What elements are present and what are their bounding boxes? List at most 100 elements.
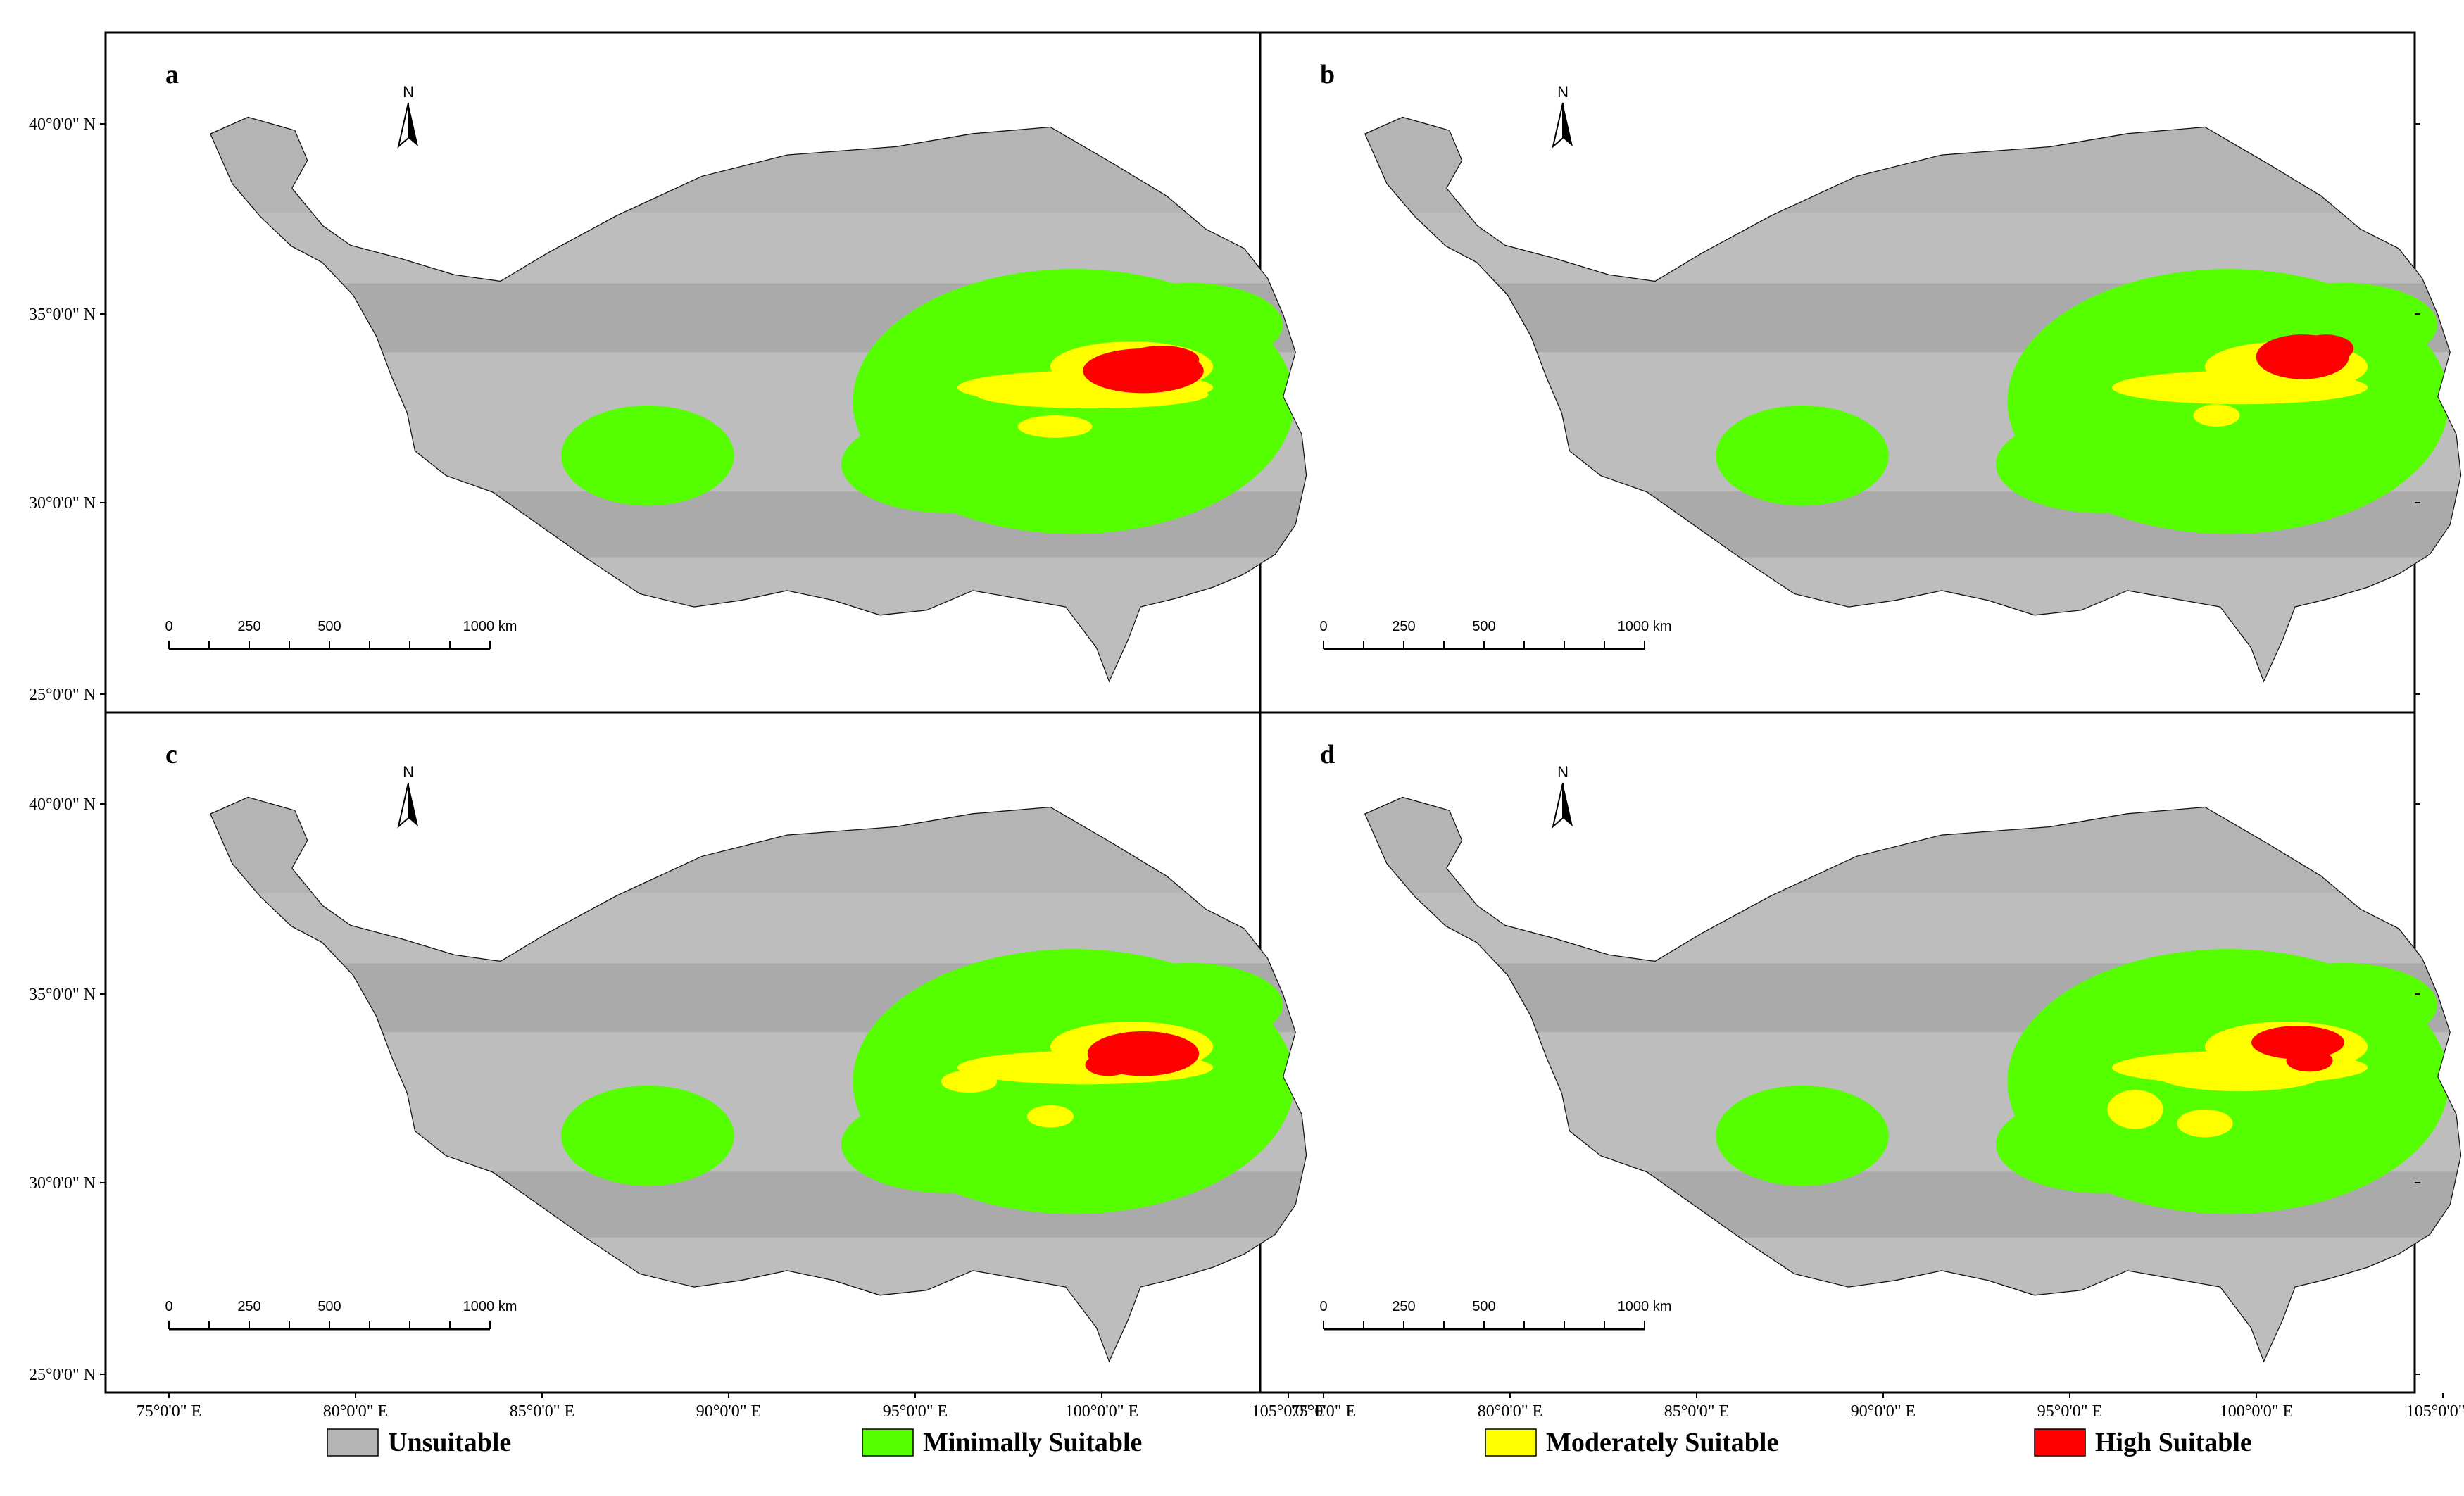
longitude-label: 100°0'0" E — [1065, 1402, 1138, 1421]
map-panel-d: d N 0 250 500 1000 km — [1319, 740, 2462, 1362]
raster-band — [1365, 213, 2461, 284]
scale-bar-label: 250 — [1392, 619, 1415, 634]
scale-bar-label: 1000 km — [463, 1299, 517, 1314]
longitude-label: 105°0'0" E — [1252, 1402, 1325, 1421]
panel-label: b — [1320, 60, 1335, 89]
map-legend: Unsuitable Minimally Suitable Moderately S… — [327, 1428, 2252, 1457]
scale-bar-label: 0 — [165, 619, 172, 634]
north-arrow-icon: N — [397, 83, 418, 149]
longitude-label: 80°0'0" E — [323, 1402, 388, 1421]
legend-item: High Suitable — [2034, 1428, 2252, 1457]
scale-bar-label: 500 — [318, 1299, 341, 1314]
legend-item: Minimally Suitable — [862, 1428, 1142, 1457]
raster-band — [210, 893, 1307, 964]
north-label: N — [403, 83, 414, 101]
suitability-zones — [1716, 269, 2449, 534]
map-panel-b: b N 0 250 500 1000 km — [1319, 60, 2462, 681]
legend-label: High Suitable — [2095, 1428, 2252, 1457]
longitude-label: 90°0'0" E — [1851, 1402, 1916, 1421]
high-suitable-zone — [1124, 346, 1200, 374]
raster-band — [210, 557, 1307, 681]
latitude-label: 25°0'0" N — [29, 686, 96, 704]
raster-band — [1365, 557, 2461, 681]
longitude-label: 80°0'0" E — [1478, 1402, 1542, 1421]
latitude-label: 30°0'0" N — [29, 494, 96, 513]
legend-swatch — [862, 1428, 914, 1457]
latitude-label: 35°0'0" N — [29, 306, 96, 324]
high-suitable-zone — [1085, 1053, 1132, 1076]
legend-swatch — [327, 1428, 379, 1457]
map-panel-c: c N 0 250 500 1000 km — [165, 740, 1307, 1362]
moderate-suitable-zone — [2177, 1109, 2233, 1138]
latitude-label: 40°0'0" N — [29, 115, 96, 134]
latitude-label: 25°0'0" N — [29, 1366, 96, 1384]
minimal-suitable-zone — [2137, 330, 2180, 356]
north-arrow-icon: N — [397, 763, 418, 829]
longitude-label: 75°0'0" E — [1291, 1402, 1356, 1421]
moderate-suitable-zone — [2107, 1090, 2163, 1129]
moderate-suitable-zone — [2193, 404, 2240, 427]
legend-item: Unsuitable — [327, 1428, 511, 1457]
raster-band — [1365, 798, 2461, 893]
raster-band — [210, 798, 1307, 893]
longitude-label: 105°0'0" E — [2406, 1402, 2464, 1421]
high-suitable-zone — [2298, 334, 2354, 363]
panel-label: a — [165, 60, 179, 89]
minimal-suitable-zone — [2112, 995, 2182, 1029]
legend-swatch — [2034, 1428, 2086, 1457]
raster-band — [210, 213, 1307, 284]
latitude-label: 35°0'0" N — [29, 986, 96, 1004]
latitude-labels: 40°0'0" N 35°0'0" N 30°0'0" N 25°0'0" N 40°0… — [29, 115, 2420, 1384]
north-label: N — [403, 763, 414, 781]
suitability-zones — [1716, 949, 2449, 1214]
minimal-suitable-zone — [1716, 405, 1889, 506]
suitability-zones — [561, 949, 1295, 1214]
scale-bar-label: 500 — [1472, 1299, 1495, 1314]
legend-label: Unsuitable — [388, 1428, 511, 1457]
latitude-label: 30°0'0" N — [29, 1174, 96, 1193]
moderate-suitable-zone — [1017, 415, 1093, 438]
map-panel-a: a N 0 250 500 1000 km — [165, 60, 1307, 681]
scale-bar-label: 500 — [318, 619, 341, 634]
scale-bar-label: 1000 km — [1618, 1299, 1672, 1314]
moderate-suitable-zone — [2156, 1057, 2324, 1092]
high-suitable-zone — [2286, 1049, 2333, 1072]
legend-swatch — [1485, 1428, 1537, 1457]
scale-bar-label: 0 — [165, 1299, 172, 1314]
scale-bar-label: 250 — [1392, 1299, 1415, 1314]
legend-label: Minimally Suitable — [923, 1428, 1142, 1457]
legend-item: Moderately Suitable — [1485, 1428, 1778, 1457]
scale-bar-label: 500 — [1472, 619, 1495, 634]
latitude-label: 40°0'0" N — [29, 796, 96, 814]
suitability-zones — [561, 269, 1295, 534]
north-label: N — [1557, 83, 1569, 101]
longitude-label: 95°0'0" E — [2037, 1402, 2102, 1421]
raster-band — [210, 118, 1307, 213]
minimal-suitable-zone — [1716, 1085, 1889, 1186]
minimal-suitable-zone — [561, 1085, 734, 1186]
north-arrow-icon: N — [1552, 763, 1573, 829]
scale-bar-label: 0 — [1319, 1299, 1327, 1314]
minimal-suitable-zone — [981, 318, 1037, 351]
scale-bar-label: 1000 km — [463, 619, 517, 634]
scale-bar-label: 1000 km — [1618, 619, 1672, 634]
longitude-label: 90°0'0" E — [696, 1402, 761, 1421]
raster-band — [1365, 1237, 2461, 1361]
scale-bar-label: 250 — [237, 1299, 260, 1314]
scale-bar: 0 250 500 1000 km — [165, 1299, 517, 1331]
longitude-label: 85°0'0" E — [1664, 1402, 1729, 1421]
raster-band — [1365, 893, 2461, 964]
minimal-suitable-zone — [561, 405, 734, 506]
raster-band — [210, 1237, 1307, 1361]
scale-bar: 0 250 500 1000 km — [1319, 1299, 1672, 1331]
moderate-suitable-zone — [941, 1070, 998, 1093]
legend-label: Moderately Suitable — [1546, 1428, 1778, 1457]
scale-bar: 0 250 500 1000 km — [1319, 619, 1672, 650]
scale-bar-label: 250 — [237, 619, 260, 634]
panel-label: c — [165, 740, 177, 769]
longitude-label: 75°0'0" E — [137, 1402, 201, 1421]
scale-bar: 0 250 500 1000 km — [165, 619, 517, 650]
minimal-suitable-zone — [981, 999, 1037, 1025]
longitude-label: 95°0'0" E — [883, 1402, 948, 1421]
